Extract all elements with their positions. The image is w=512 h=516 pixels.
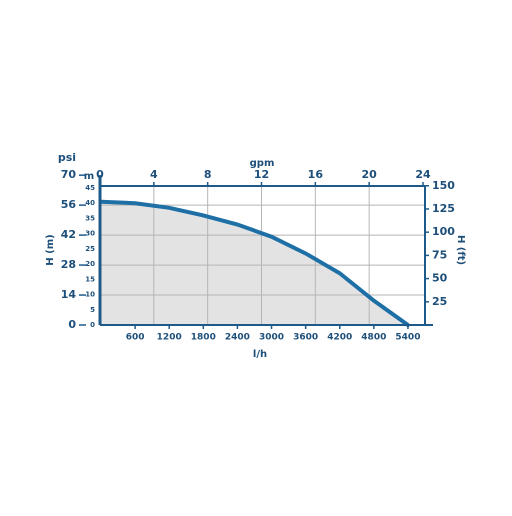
y2-tick-label: 75 [432,248,447,261]
y2-tick-label: 125 [432,202,455,215]
m-tick-label: 45 [85,184,95,192]
psi-tick-label: 56 [61,198,77,211]
y2-tick-label: 25 [432,295,447,308]
y2-tick-label: 150 [432,179,455,192]
psi-label: psi [58,151,76,164]
psi-tick-label: 0 [68,318,76,331]
psi-tick-label: 14 [61,288,77,301]
x-tick-label: 4800 [361,333,386,343]
curve [99,199,410,327]
x2-tick-label: 24 [415,168,431,181]
x-axis-label: l/h [253,349,267,360]
y2-tick-label: 50 [432,272,448,285]
x-tick-label: 1200 [157,333,182,343]
x-tick-label: 3000 [259,333,284,343]
x2-tick-label: 12 [254,168,269,181]
psi-tick-label: 42 [61,228,76,241]
x-tick-label: 5400 [395,333,420,343]
m-tick-label: 30 [85,230,95,238]
x-tick-label: 600 [126,333,145,343]
y2-tick-label: 100 [432,225,455,238]
m-label: m [84,171,94,182]
area [101,201,408,325]
m-tick-label: 0 [90,321,95,329]
x-tick-label: 4200 [327,333,352,343]
m-tick-label: 20 [85,260,95,268]
y2-axis-label: H (ft) [455,235,466,265]
y-axis-label: H (m) [45,234,56,265]
psi-tick-label: 28 [61,258,76,271]
x2-tick-label: 20 [362,168,378,181]
m-tick-label: 5 [90,306,95,314]
x-tick-label: 2400 [225,333,250,343]
m-tick-label: 25 [85,245,95,253]
x2-tick-label: 0 [96,168,104,181]
x-tick-label: 1800 [191,333,216,343]
psi-tick-label: 70 [61,168,77,181]
m-tick-label: 10 [85,291,95,299]
x2-tick-label: 4 [150,168,158,181]
m-tick-label: 15 [85,275,95,283]
x2-tick-label: 16 [308,168,324,181]
x-tick-label: 3600 [293,333,318,343]
m-tick-label: 35 [85,214,95,222]
x2-tick-label: 8 [204,168,212,181]
x2-axis-label: gpm [250,158,275,169]
m-tick-label: 40 [85,199,95,207]
